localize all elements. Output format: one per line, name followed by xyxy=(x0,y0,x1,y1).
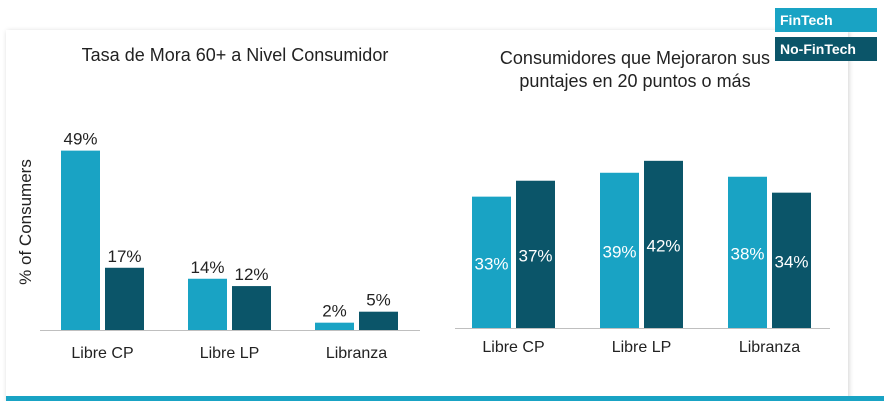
bar-2-no-fintech-2 xyxy=(644,160,683,328)
bar-2-fintech-3 xyxy=(728,176,767,328)
bar-1-fintech-3 xyxy=(315,322,354,330)
bar-2-no-fintech-1 xyxy=(516,180,555,328)
data-label-2-fintech-1: 33% xyxy=(474,254,508,273)
category-label-1-1: Libre CP xyxy=(71,345,133,362)
bar-2-no-fintech-3 xyxy=(772,192,811,328)
chart-title-left: Tasa de Mora 60+ a Nivel Consumidor xyxy=(81,45,389,65)
data-label-2-fintech-2: 39% xyxy=(602,242,636,261)
data-label-2-fintech-3: 38% xyxy=(730,244,764,263)
data-label-1-fintech-1: 49% xyxy=(63,130,97,149)
bottom-accent-bar xyxy=(6,396,884,401)
legend-fintech: FinTech xyxy=(775,8,877,32)
bar-1-fintech-2 xyxy=(188,278,227,330)
data-label-1-no-fintech-2: 12% xyxy=(234,265,268,284)
bar-2-fintech-2 xyxy=(600,172,639,328)
category-label-1-3: Libranza xyxy=(326,345,387,362)
y-axis-label-1: % of Consumers xyxy=(16,159,35,285)
category-label-1-2: Libre LP xyxy=(200,345,260,362)
category-label-2-2: Libre LP xyxy=(612,339,672,356)
data-label-1-no-fintech-3: 5% xyxy=(366,291,391,310)
bar-1-no-fintech-3 xyxy=(359,311,398,330)
chart-panel xyxy=(6,30,848,401)
data-label-1-fintech-2: 14% xyxy=(190,258,224,277)
bar-1-fintech-1 xyxy=(61,150,100,330)
legend-no-fintech: No-FinTech xyxy=(775,37,877,61)
bar-1-no-fintech-2 xyxy=(232,286,271,330)
data-label-1-fintech-3: 2% xyxy=(322,302,347,321)
data-label-2-no-fintech-2: 42% xyxy=(646,236,680,255)
category-label-2-3: Libranza xyxy=(739,339,800,356)
bar-2-fintech-1 xyxy=(472,196,511,328)
data-label-2-no-fintech-3: 34% xyxy=(774,252,808,271)
bar-1-no-fintech-1 xyxy=(105,267,144,330)
chart-title-right: Consumidores que Mejoraron sus puntajes … xyxy=(499,48,771,91)
data-label-2-no-fintech-1: 37% xyxy=(518,246,552,265)
data-label-1-no-fintech-1: 17% xyxy=(107,247,141,266)
category-label-2-1: Libre CP xyxy=(482,339,544,356)
